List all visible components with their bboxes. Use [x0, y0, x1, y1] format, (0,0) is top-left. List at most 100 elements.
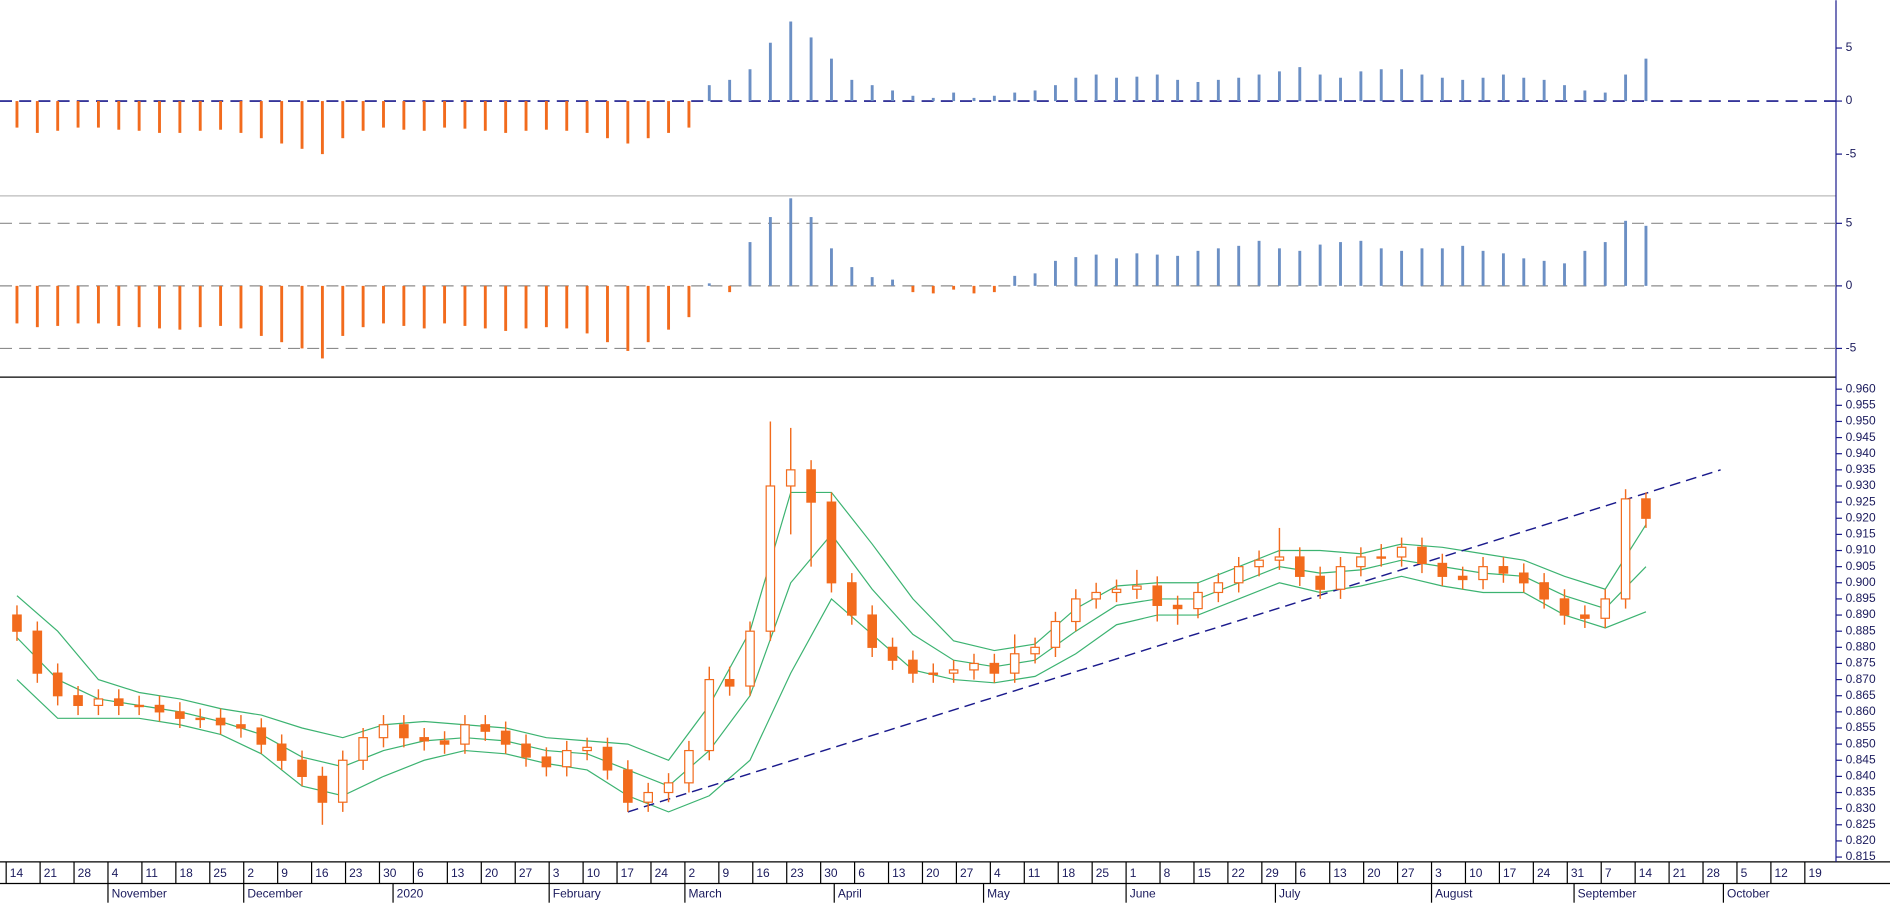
- candle-body: [276, 743, 287, 761]
- candle-body: [969, 662, 979, 671]
- y-tick-label: 0.815: [1846, 849, 1876, 863]
- histogram-bar: [1277, 248, 1281, 286]
- x-tick-label: 6: [417, 866, 424, 880]
- candle-body: [236, 724, 246, 729]
- histogram-bar: [707, 283, 711, 286]
- histogram-bar: [259, 101, 263, 139]
- histogram-bar: [341, 101, 345, 139]
- histogram-bar: [1054, 85, 1057, 102]
- histogram-bar: [1583, 250, 1587, 286]
- month-label: March: [689, 886, 722, 900]
- candle-body: [1620, 498, 1631, 600]
- y-tick-label: 0.935: [1846, 462, 1876, 476]
- month-label: December: [247, 886, 302, 900]
- candle-body: [1172, 604, 1183, 610]
- histogram-bar: [1563, 263, 1566, 286]
- x-tick-label: 2: [689, 866, 696, 880]
- histogram-bar: [911, 285, 915, 293]
- histogram-bar: [280, 285, 284, 343]
- histogram-bar: [137, 285, 141, 328]
- y-tick-label: 0.900: [1846, 575, 1876, 589]
- histogram-bar: [1501, 253, 1505, 286]
- candle-body: [1600, 598, 1611, 619]
- histogram-bar: [952, 285, 956, 290]
- x-tick-label: 9: [281, 866, 288, 880]
- histogram-bar: [422, 285, 426, 329]
- candle-body: [806, 469, 816, 503]
- candle-body: [663, 782, 674, 794]
- histogram-bar: [1196, 250, 1200, 286]
- histogram-bar: [646, 101, 650, 139]
- x-tick-label: 21: [44, 866, 58, 880]
- x-tick-label: 10: [1469, 866, 1483, 880]
- month-label: May: [987, 886, 1010, 900]
- histogram-bar: [687, 101, 691, 128]
- candle-body: [297, 759, 307, 777]
- histogram-bar: [96, 285, 100, 324]
- candle-body: [12, 614, 22, 632]
- candle-body: [113, 698, 124, 707]
- y-tick-label: 0.950: [1846, 414, 1876, 428]
- histogram-bar: [96, 101, 100, 128]
- histogram-bar: [728, 79, 732, 102]
- candle-body: [154, 704, 165, 713]
- candle-body: [561, 749, 572, 768]
- candle-body: [1457, 575, 1468, 581]
- y-tick-label: -5: [1846, 341, 1857, 355]
- candle-body: [73, 695, 83, 707]
- candle-body: [704, 678, 715, 752]
- histogram-bar: [137, 101, 141, 131]
- y-tick-label: 5: [1846, 40, 1853, 54]
- histogram-bar: [1522, 77, 1526, 102]
- histogram-bar: [646, 285, 650, 343]
- histogram-bar: [992, 285, 996, 293]
- candle-body: [256, 727, 267, 745]
- candle-body: [1294, 556, 1305, 577]
- histogram-bar: [1603, 92, 1607, 102]
- histogram-bar: [830, 248, 833, 286]
- histogram-bar: [300, 101, 304, 149]
- histogram-bar: [1094, 74, 1098, 102]
- histogram-bar: [1542, 79, 1546, 102]
- band-line: [16, 575, 1647, 813]
- histogram-bar: [422, 101, 426, 131]
- histogram-bar: [952, 92, 956, 102]
- x-tick-label: 8: [1164, 866, 1171, 880]
- histogram-bar: [1603, 242, 1607, 286]
- y-tick-label: 0.835: [1846, 785, 1876, 799]
- histogram-bar: [911, 95, 915, 102]
- x-tick-label: 14: [1639, 866, 1653, 880]
- candle-body: [541, 756, 552, 768]
- y-tick-label: 0.930: [1846, 478, 1876, 492]
- histogram-bar: [1359, 240, 1363, 286]
- candle-body: [175, 711, 185, 719]
- histogram-bar: [1257, 74, 1261, 102]
- x-tick-label: 23: [790, 866, 804, 880]
- y-tick-label: 0.885: [1846, 623, 1876, 637]
- histogram-bar: [1440, 248, 1444, 286]
- x-tick-label: 25: [1096, 866, 1110, 880]
- candle-body: [378, 724, 389, 739]
- candle-body: [358, 737, 368, 761]
- x-tick-label: 17: [1503, 866, 1517, 880]
- candle-body: [1030, 646, 1040, 655]
- candle-body: [643, 791, 653, 803]
- histogram-bar: [585, 285, 589, 334]
- histogram-bar: [830, 58, 833, 102]
- histogram-bar: [870, 85, 874, 102]
- x-tick-label: 25: [213, 866, 227, 880]
- candle-body: [1111, 588, 1122, 594]
- histogram-bar: [972, 97, 976, 102]
- histogram-bar: [35, 101, 39, 133]
- y-tick-label: 0.910: [1846, 543, 1876, 557]
- candle-body: [989, 662, 1000, 674]
- candle-body: [419, 737, 430, 742]
- histogram-bar: [626, 285, 630, 351]
- histogram-bar: [687, 285, 691, 318]
- histogram-bar: [1115, 77, 1118, 102]
- y-tick-label: 0.820: [1846, 833, 1876, 847]
- x-tick-label: 24: [1537, 866, 1551, 880]
- y-tick-label: 0.905: [1846, 559, 1876, 573]
